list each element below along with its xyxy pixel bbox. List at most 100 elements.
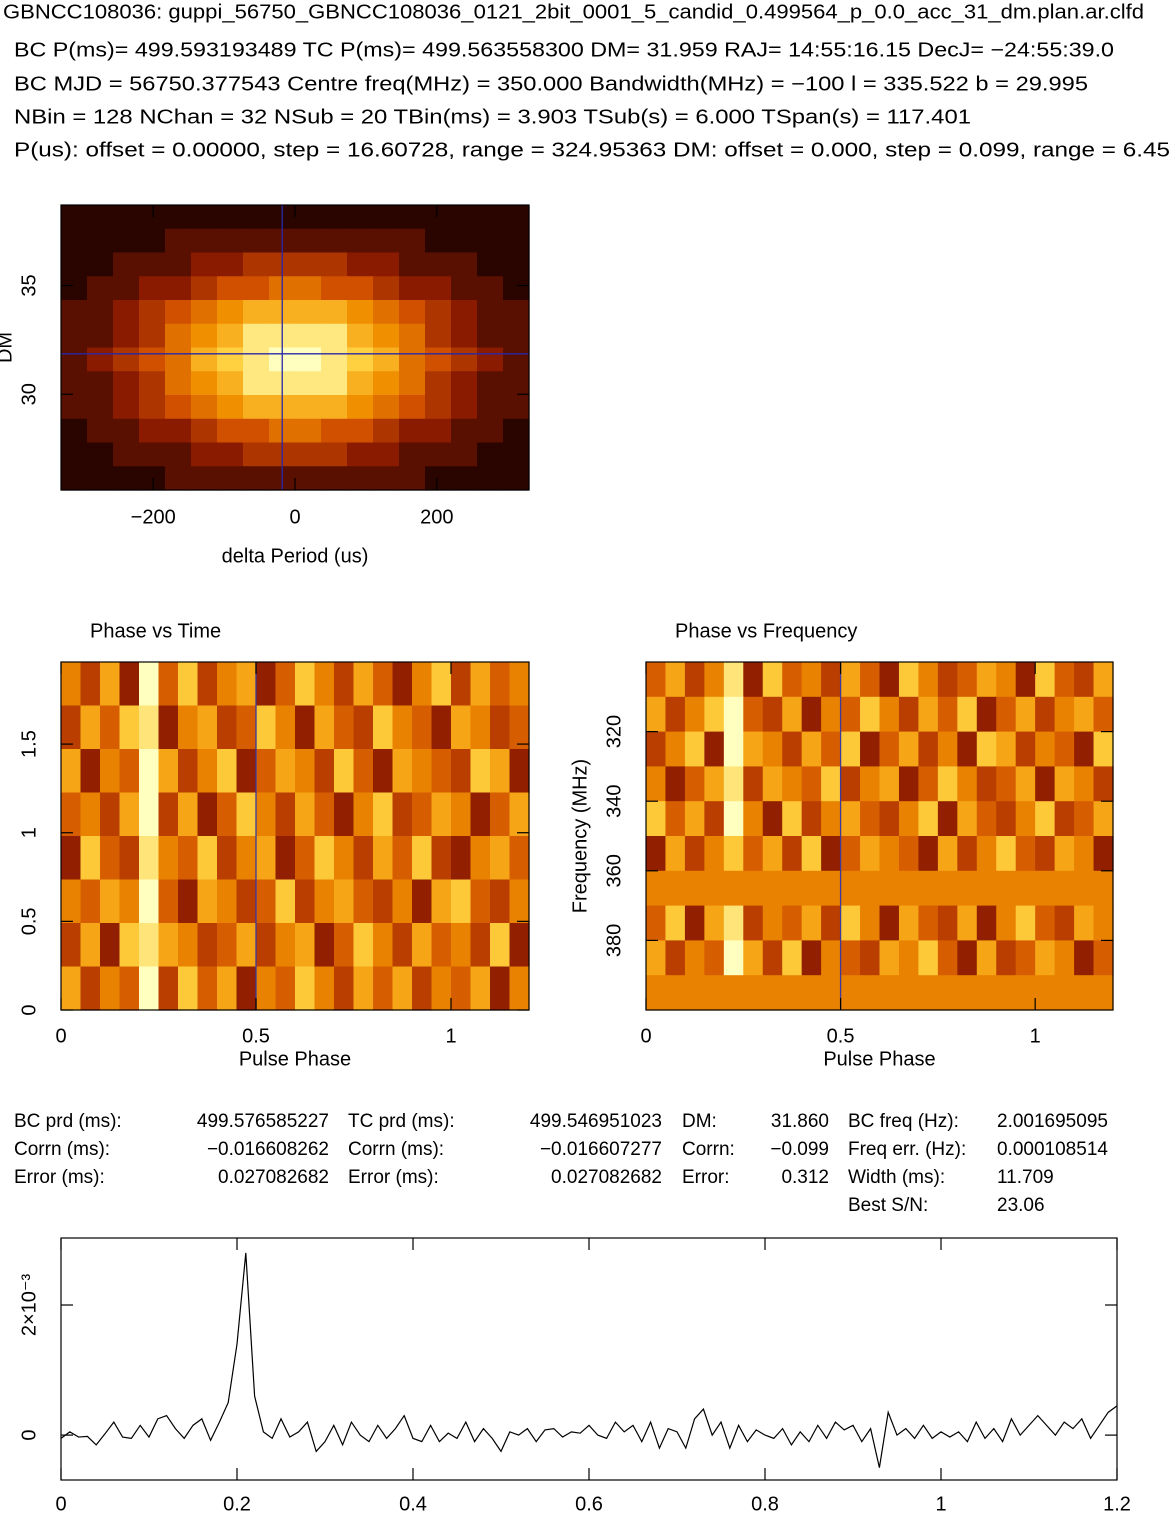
heatmap-cell [178,705,199,750]
heatmap-cell [412,879,433,924]
heatmap-cell [80,705,101,750]
panel-title: Phase vs Time [90,620,221,642]
heatmap-cell [392,662,413,707]
heatmap-cell [165,371,192,396]
heatmap-cell [879,975,900,1011]
heatmap-cell [373,836,394,881]
heatmap-cell [197,662,218,707]
heatmap-cell [399,395,426,420]
y-tick-label: 0 [18,1004,40,1015]
heatmap-cell [470,923,491,968]
heatmap-cell [353,705,374,750]
heatmap-cell [996,940,1017,976]
heatmap-cell [314,662,335,707]
heatmap-cell [704,731,725,767]
heatmap-cell [918,766,939,802]
x-tick-label: 0 [289,506,300,528]
heatmap-cell [477,395,504,420]
heatmap-cell [1035,836,1056,872]
heatmap-cell [321,252,348,277]
heatmap-cell [451,466,478,491]
heatmap-cell [704,801,725,837]
heatmap-cell [1054,905,1075,941]
heatmap-cell [646,975,667,1011]
heatmap-cell [87,347,114,372]
heatmap-cell [139,879,160,924]
heatmap-cell [191,300,218,325]
panel-title: Phase vs Frequency [675,620,857,642]
heatmap-cell [646,836,667,872]
heatmap-cell [704,836,725,872]
heatmap-cell [704,975,725,1011]
heatmap-cell [165,300,192,325]
y-tick-label: 35 [18,274,40,296]
heatmap-cell [665,940,686,976]
heatmap-cell [665,696,686,733]
x-tick-label: 1 [445,1025,456,1047]
heatmap-cell [178,836,199,881]
heatmap-cell [996,905,1017,941]
heatmap-cell [490,749,511,794]
heatmap-cell [353,792,374,837]
heatmap-cell [425,418,452,444]
heatmap-cell [61,252,88,277]
heatmap-cell [425,442,452,467]
heatmap-cell [139,347,166,372]
heatmap-cell [334,923,355,968]
heatmap-cell [1015,940,1036,976]
heatmap-cell [217,300,244,325]
heatmap-cell [80,792,101,837]
heatmap-cell [165,395,192,420]
heatmap-cell [61,792,82,837]
header-line: NBin = 128 NChan = 32 NSub = 20 TBin(ms)… [14,106,971,128]
heatmap-cell [665,801,686,837]
header-line: BC MJD = 56750.377543 Centre freq(MHz) =… [14,73,1088,95]
heatmap-cell [879,905,900,941]
heatmap-cell [119,662,140,707]
heatmap-cell [821,975,842,1011]
heatmap-cell [937,905,958,941]
heatmap-cell [275,705,296,750]
heatmap-cell [113,228,140,254]
heatmap-cell [236,705,257,750]
heatmap-cell [399,347,426,372]
heatmap-cell [898,836,920,872]
heatmap-cell [704,662,725,698]
heatmap-cell [178,966,199,1011]
axes-frame [60,1237,1118,1481]
heatmap-cell [191,205,218,230]
heatmap-cell [347,323,374,349]
heatmap-cell [477,442,504,467]
heatmap-cell [347,228,374,254]
heatmap-cell [87,228,114,254]
heatmap-cell [275,662,296,707]
heatmap-cell [119,792,140,837]
heatmap-cell [1035,940,1056,976]
heatmap-cell [217,466,244,491]
heatmap-cell [197,966,218,1011]
table-label: Corrn: [682,1139,735,1160]
heatmap-cell [295,705,316,750]
heatmap-cell [509,923,530,968]
heatmap-cell [860,975,881,1011]
heatmap-cell [217,371,244,396]
heatmap-cell [782,975,803,1011]
heatmap-cell [275,923,296,968]
heatmap-cell [918,905,939,941]
heatmap-cell [860,801,881,837]
heatmap-cell [87,252,114,277]
heatmap-cell [976,975,997,1011]
x-tick-label: 0 [55,1493,66,1515]
heatmap-cell [139,749,160,794]
heatmap-cell [821,696,842,733]
heatmap-cell [80,749,101,794]
heatmap-cell [113,442,140,467]
heatmap-cell [139,705,160,750]
heatmap-cell [314,836,335,881]
heatmap-cell [314,749,335,794]
heatmap-cell [782,766,803,802]
heatmap-cell [801,975,822,1011]
heatmap-cell [178,792,199,837]
heatmap-cell [451,662,472,707]
